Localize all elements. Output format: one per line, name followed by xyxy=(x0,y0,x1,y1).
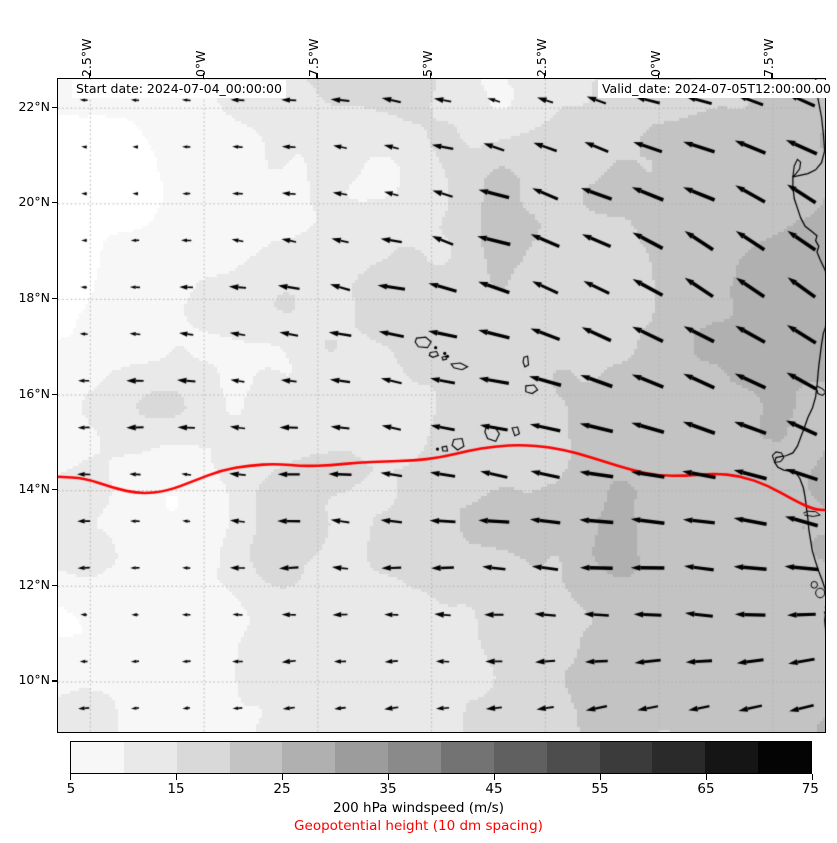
x-tick-mark xyxy=(657,73,659,78)
colorbar-segment xyxy=(335,742,389,773)
colorbar-segment xyxy=(71,742,124,773)
colorbar-tick-label: 55 xyxy=(591,781,609,797)
x-tick-mark xyxy=(316,73,318,78)
colorbar-segment xyxy=(282,742,336,773)
colorbar-tick-mark xyxy=(176,774,178,780)
colorbar-segment xyxy=(546,742,600,773)
colorbar-segment xyxy=(652,742,706,773)
colorbar-container: 5 15 25 35 45 55 65 75 xyxy=(67,741,819,797)
colorbar-tick-label: 35 xyxy=(379,781,397,797)
y-tick-label: 12°N xyxy=(18,576,50,592)
colorbar-tick-label: 25 xyxy=(273,781,291,797)
y-tick-label: 14°N xyxy=(18,481,50,497)
y-tick-label: 22°N xyxy=(18,98,50,114)
colorbar-tick-mark xyxy=(600,774,602,780)
start-date-annotation: Start date: 2024-07-04_00:00:00 xyxy=(72,80,286,98)
colorbar-segment xyxy=(123,742,177,773)
colorbar-tick-mark xyxy=(812,774,814,780)
colorbar-segment xyxy=(388,742,442,773)
y-tick-mark xyxy=(52,680,57,682)
y-tick-label: 10°N xyxy=(18,672,50,688)
colorbar[interactable] xyxy=(70,741,812,774)
colorbar-tick-label: 75 xyxy=(801,781,819,797)
colorbar-segment xyxy=(705,742,759,773)
colorbar-tick-mark xyxy=(70,774,72,780)
y-tick-label: 18°N xyxy=(18,289,50,305)
x-tick-mark xyxy=(202,73,204,78)
colorbar-tick-label: 5 xyxy=(66,781,76,797)
colorbar-segment xyxy=(229,742,283,773)
caption-block: 200 hPa windspeed (m/s) Geopotential hei… xyxy=(0,799,837,835)
colorbar-tick-label: 65 xyxy=(697,781,715,797)
y-tick-label: 16°N xyxy=(18,385,50,401)
colorbar-tick-label: 15 xyxy=(167,781,185,797)
x-tick-mark xyxy=(543,73,546,78)
colorbar-segment xyxy=(493,742,547,773)
y-tick-mark xyxy=(52,584,57,586)
colorbar-segment xyxy=(441,742,494,773)
colorbar-segment xyxy=(176,742,230,773)
colorbar-tick-mark xyxy=(494,774,496,780)
x-tick-mark xyxy=(88,73,91,78)
y-tick-mark xyxy=(52,297,57,300)
x-tick-mark xyxy=(430,73,432,78)
colorbar-tick-label: 45 xyxy=(485,781,503,797)
y-tick-mark xyxy=(52,106,57,108)
map-plot-canvas xyxy=(58,79,825,732)
colorbar-label: 200 hPa windspeed (m/s) xyxy=(333,800,504,816)
x-tick-mark xyxy=(771,73,773,78)
y-tick-mark xyxy=(52,202,57,204)
colorbar-tick-mark xyxy=(388,774,390,780)
contour-legend-label: Geopotential height (10 dm spacing) xyxy=(294,818,543,834)
y-tick-label: 20°N xyxy=(18,194,50,210)
colorbar-segment xyxy=(599,742,653,773)
colorbar-tick-mark xyxy=(706,774,708,780)
y-tick-mark xyxy=(52,489,57,491)
colorbar-segment xyxy=(758,742,812,773)
map-axes[interactable] xyxy=(57,78,826,733)
y-tick-mark xyxy=(52,393,57,395)
colorbar-tick-mark xyxy=(282,774,284,780)
valid-date-annotation: Valid_date: 2024-07-05T12:00:00.00 xyxy=(597,80,835,98)
